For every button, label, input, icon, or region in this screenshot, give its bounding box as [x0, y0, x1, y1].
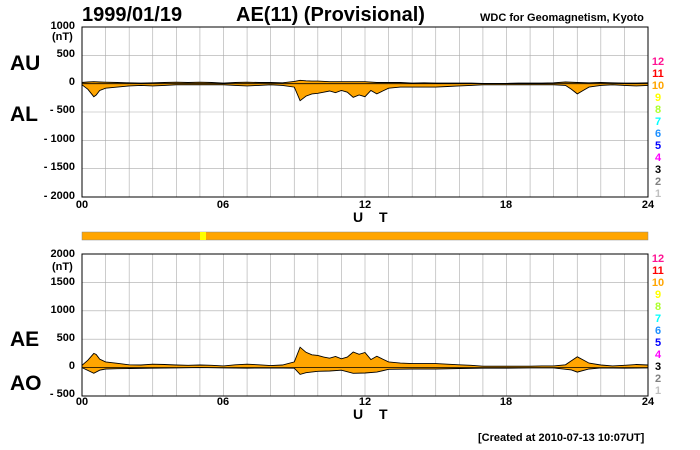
ae-label: AE — [10, 328, 40, 351]
bottom-ytick-label: 1000 — [50, 304, 75, 316]
top-xtick-label: 12 — [358, 199, 372, 211]
series-au-line — [81, 79, 649, 84]
top-xtick-label: 24 — [641, 199, 655, 211]
series-ao-area — [82, 367, 648, 375]
level-label: 3 — [654, 164, 662, 176]
top-ytick-label: - 500 — [49, 104, 75, 116]
ao-label: AO — [10, 372, 42, 395]
bottom-ytick-label: 0 — [68, 360, 75, 372]
level-label: 1 — [654, 385, 662, 397]
bottom-ytick-label: - 500 — [49, 388, 75, 400]
al-label: AL — [10, 103, 38, 126]
bottom-xtick-label: 00 — [75, 396, 89, 408]
top-ytick-label: 0 — [68, 76, 75, 88]
top-ytick-label: 500 — [56, 48, 75, 60]
bottom-unit-label: (nT) — [52, 261, 73, 273]
bottom-level-scale: 12 11 10 9 8 7 6 5 4 3 2 1 — [646, 253, 670, 397]
bottom-plot-border — [81, 253, 649, 397]
top-xtick-label: 06 — [216, 199, 230, 211]
level-label: 7 — [654, 313, 662, 325]
top-xtick-label: 18 — [499, 199, 513, 211]
series-al-line — [81, 84, 649, 102]
top-ytick-label: 1000 — [50, 20, 75, 32]
top-ytick-label: - 2000 — [43, 190, 75, 202]
level-label: 2 — [654, 176, 662, 188]
level-label: 4 — [654, 349, 662, 361]
level-label: 1 — [654, 188, 662, 200]
level-label: 12 — [651, 56, 665, 68]
level-label: 3 — [654, 361, 662, 373]
series-ao-line — [81, 367, 649, 375]
level-label: 12 — [651, 253, 665, 265]
series-ae-line — [81, 346, 649, 367]
top-x-axis-label: U T — [353, 209, 394, 225]
level-label: 4 — [654, 152, 662, 164]
series-al-area — [82, 83, 648, 101]
level-label: 8 — [654, 301, 662, 313]
top-unit-label: (nT) — [52, 31, 73, 43]
level-label: 8 — [654, 104, 662, 116]
level-label: 9 — [654, 289, 662, 301]
bottom-ytick-label: 2000 — [50, 248, 75, 260]
station-level-mark — [200, 232, 206, 240]
date-label: 1999/01/19 — [82, 4, 183, 26]
level-label: 2 — [654, 373, 662, 385]
level-label: 11 — [652, 68, 664, 80]
bottom-xtick-label: 12 — [358, 396, 372, 408]
level-label: 6 — [654, 128, 662, 140]
level-label: 10 — [651, 277, 665, 289]
level-label: 10 — [651, 80, 665, 92]
au-label: AU — [10, 52, 41, 75]
bottom-x-axis-label: U T — [353, 406, 394, 422]
bottom-xtick-label: 24 — [641, 396, 655, 408]
level-label: 6 — [654, 325, 662, 337]
series-ae-area — [82, 347, 648, 368]
level-label: 7 — [654, 116, 662, 128]
level-label: 9 — [654, 92, 662, 104]
top-ytick-label: - 1000 — [43, 133, 75, 145]
level-label: 5 — [654, 140, 662, 152]
source-label: WDC for Geomagnetism, Kyoto — [480, 12, 644, 24]
top-plot-border — [81, 26, 649, 198]
station-level-strip — [81, 231, 649, 241]
top-ytick-label: - 1500 — [43, 161, 75, 173]
bottom-xtick-label: 18 — [499, 396, 513, 408]
level-label: 11 — [652, 265, 664, 277]
chart-title: AE(11) (Provisional) — [236, 4, 425, 26]
bottom-xtick-label: 06 — [216, 396, 230, 408]
bottom-ytick-label: 500 — [56, 332, 75, 344]
level-label: 5 — [654, 337, 662, 349]
created-timestamp: [Created at 2010-07-13 10:07UT] — [478, 432, 645, 444]
bottom-ytick-label: 1500 — [50, 276, 75, 288]
top-level-scale: 12 11 10 9 8 7 6 5 4 3 2 1 — [646, 56, 670, 200]
top-xtick-label: 00 — [75, 199, 89, 211]
